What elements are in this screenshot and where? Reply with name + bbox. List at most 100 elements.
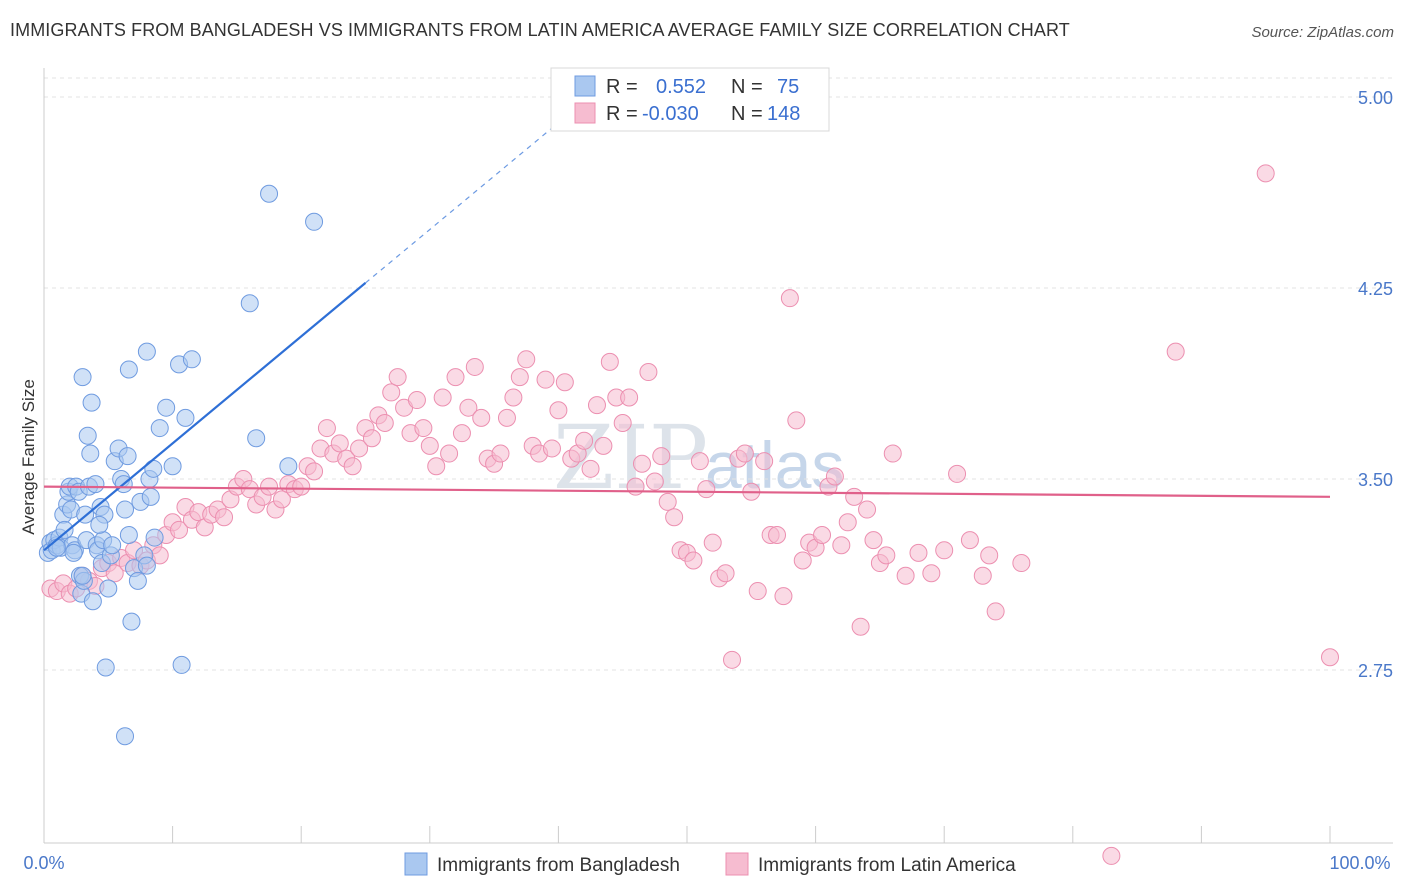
bottom-legend: Immigrants from Bangladesh Immigrants fr… (404, 852, 1016, 876)
y-axis-label: Average Family Size (19, 379, 38, 535)
point-latin-america (697, 480, 716, 499)
point-latin-america (723, 650, 742, 669)
point-latin-america (613, 413, 632, 432)
point-latin-america (452, 424, 471, 443)
point-latin-america (716, 564, 735, 583)
point-latin-america (375, 413, 394, 432)
point-bangladesh (64, 543, 83, 562)
point-latin-america (755, 452, 774, 471)
point-latin-america (350, 439, 369, 458)
point-latin-america (690, 452, 709, 471)
point-latin-america (414, 419, 433, 438)
legend-r-label-1: R = (606, 76, 638, 98)
trend-lines (43, 116, 1331, 552)
point-latin-america (793, 551, 812, 570)
point-latin-america (851, 617, 870, 636)
point-latin-america (587, 396, 606, 415)
trend-line-bangladesh (43, 282, 367, 552)
point-latin-america (536, 370, 555, 389)
legend-swatch-bangladesh (574, 75, 596, 97)
point-latin-america (703, 533, 722, 552)
x-tick-label-min: 0.0% (23, 853, 64, 873)
point-bangladesh (141, 487, 160, 506)
point-bangladesh (119, 526, 138, 545)
point-latin-america (497, 408, 516, 427)
point-latin-america (170, 520, 189, 539)
point-bangladesh (96, 658, 115, 677)
point-latin-america (330, 434, 349, 453)
point-latin-america (1012, 554, 1031, 573)
point-bangladesh (157, 398, 176, 417)
point-latin-america (407, 391, 426, 410)
point-latin-america (362, 429, 381, 448)
point-bangladesh (137, 342, 156, 361)
point-latin-america (504, 388, 523, 407)
point-bangladesh (144, 459, 163, 478)
point-bangladesh (78, 426, 97, 445)
point-latin-america (935, 541, 954, 560)
source-label: Source: ZipAtlas.com (1251, 24, 1394, 41)
series-latin-america-points (41, 164, 1339, 865)
point-bangladesh (122, 612, 141, 631)
point-bangladesh (305, 212, 324, 231)
point-latin-america (948, 464, 967, 483)
legend-n-value-1: 75 (777, 76, 799, 98)
bottom-legend-swatch-bangladesh (404, 852, 428, 876)
bottom-legend-label-bangladesh: Immigrants from Bangladesh (437, 855, 680, 876)
y-tick-label: 4.25 (1358, 279, 1393, 299)
point-latin-america (986, 602, 1005, 621)
point-latin-america (388, 368, 407, 387)
point-latin-america (1256, 164, 1275, 183)
point-bangladesh (81, 444, 100, 463)
legend-r-value-2: -0.030 (642, 103, 699, 125)
point-latin-america (883, 444, 902, 463)
bottom-legend-label-latin-america: Immigrants from Latin America (758, 855, 1016, 876)
point-latin-america (491, 444, 510, 463)
point-latin-america (581, 459, 600, 478)
legend-n-value-2: 148 (767, 103, 800, 125)
legend-r-value-1: 0.552 (656, 76, 706, 98)
point-latin-america (780, 289, 799, 308)
point-latin-america (768, 526, 787, 545)
point-bangladesh (182, 350, 201, 369)
y-tick-label: 5.00 (1358, 88, 1393, 108)
stats-legend: R = 0.552 N = 75 R = -0.030 N = 148 (550, 67, 830, 132)
point-latin-america (960, 531, 979, 550)
point-bangladesh (247, 429, 266, 448)
point-latin-america (317, 419, 336, 438)
point-bangladesh (119, 360, 138, 379)
point-latin-america (1321, 648, 1339, 667)
bottom-legend-swatch-latin-america (725, 852, 749, 876)
point-bangladesh (240, 294, 259, 313)
point-bangladesh (83, 592, 102, 611)
point-bangladesh (128, 571, 147, 590)
point-latin-america (632, 454, 651, 473)
axes (43, 68, 1393, 844)
point-latin-america (665, 508, 684, 527)
point-latin-america (1102, 846, 1121, 865)
point-latin-america (639, 363, 658, 382)
point-latin-america (774, 587, 793, 606)
point-bangladesh (82, 393, 101, 412)
y-tick-label: 2.75 (1358, 661, 1393, 681)
point-bangladesh (103, 536, 122, 555)
stats-legend-box (550, 67, 830, 132)
point-latin-america (845, 487, 864, 506)
point-bangladesh (55, 520, 74, 539)
point-bangladesh (118, 447, 137, 466)
legend-n-label-1: N = (731, 76, 763, 98)
point-latin-america (600, 352, 619, 371)
point-latin-america (594, 436, 613, 455)
point-latin-america (215, 508, 234, 527)
point-bangladesh (172, 655, 191, 674)
point-latin-america (549, 401, 568, 420)
point-latin-america (813, 526, 832, 545)
x-tick-label-max: 100.0% (1329, 853, 1390, 873)
point-latin-america (684, 551, 703, 570)
point-bangladesh (260, 184, 279, 203)
legend-swatch-latin-america (574, 102, 596, 124)
point-latin-america (542, 439, 561, 458)
point-latin-america (980, 546, 999, 565)
point-bangladesh (73, 368, 92, 387)
